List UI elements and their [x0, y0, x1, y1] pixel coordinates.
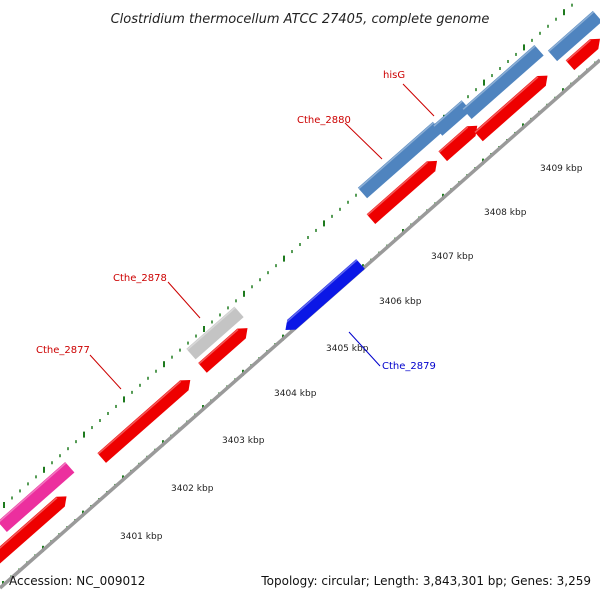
scale-label: 3407 kbp: [431, 252, 474, 262]
scale-label: 3401 kbp: [120, 532, 163, 542]
gene-labels: hisG Cthe_2880 Cthe_2878 Cthe_2877 Cthe_2879: [36, 70, 436, 390]
gene-label: Cthe_2878: [113, 273, 167, 284]
gene-label: Cthe_2879: [382, 361, 436, 372]
gene-arrow-red: [438, 125, 478, 162]
map-title: Clostridium thermocellum ATCC 27405, com…: [111, 12, 490, 27]
gene-block-steel: [462, 45, 544, 119]
gene-arrow-red: [565, 38, 600, 71]
gene-label: Cthe_2880: [297, 115, 351, 126]
gene-features: [0, 10, 600, 573]
scale-label: 3408 kbp: [484, 208, 527, 218]
scale-label: 3403 kbp: [222, 436, 265, 446]
gene-arrow-red: [198, 328, 248, 373]
gene-block-gray: [186, 306, 244, 360]
gene-arrow-blue: [281, 259, 365, 331]
scale-labels: 3401 kbp 3402 kbp 3403 kbp 3404 kbp 3405 kbp…: [120, 164, 583, 542]
gene-block-pink: [0, 462, 75, 532]
gene-label: hisG: [383, 70, 405, 81]
scale-label: 3409 kbp: [540, 164, 583, 174]
gene-label: Cthe_2877: [36, 345, 90, 356]
scale-label: 3406 kbp: [379, 297, 422, 307]
genome-summary: Topology: circular; Length: 3,843,301 bp…: [260, 574, 591, 588]
gene-label-leader: [89, 354, 122, 390]
gene-block-steel: [547, 10, 600, 62]
gene-arrow-red: [366, 160, 438, 224]
gene-block-steel: [357, 121, 443, 199]
scale-label: 3405 kbp: [326, 344, 369, 354]
accession-label: Accession: NC_009012: [9, 574, 145, 588]
gene-label-leader: [402, 83, 435, 117]
gene-label-leader: [348, 331, 381, 367]
gene-label-leader: [167, 281, 201, 319]
scale-label: 3402 kbp: [171, 484, 214, 494]
gene-block-steel: [433, 100, 471, 136]
gene-arrow-red: [474, 75, 548, 142]
gene-arrow-red: [0, 496, 67, 573]
gene-label-leader: [344, 122, 383, 160]
scale-label: 3404 kbp: [274, 389, 317, 399]
gene-arrow-red: [97, 380, 191, 463]
